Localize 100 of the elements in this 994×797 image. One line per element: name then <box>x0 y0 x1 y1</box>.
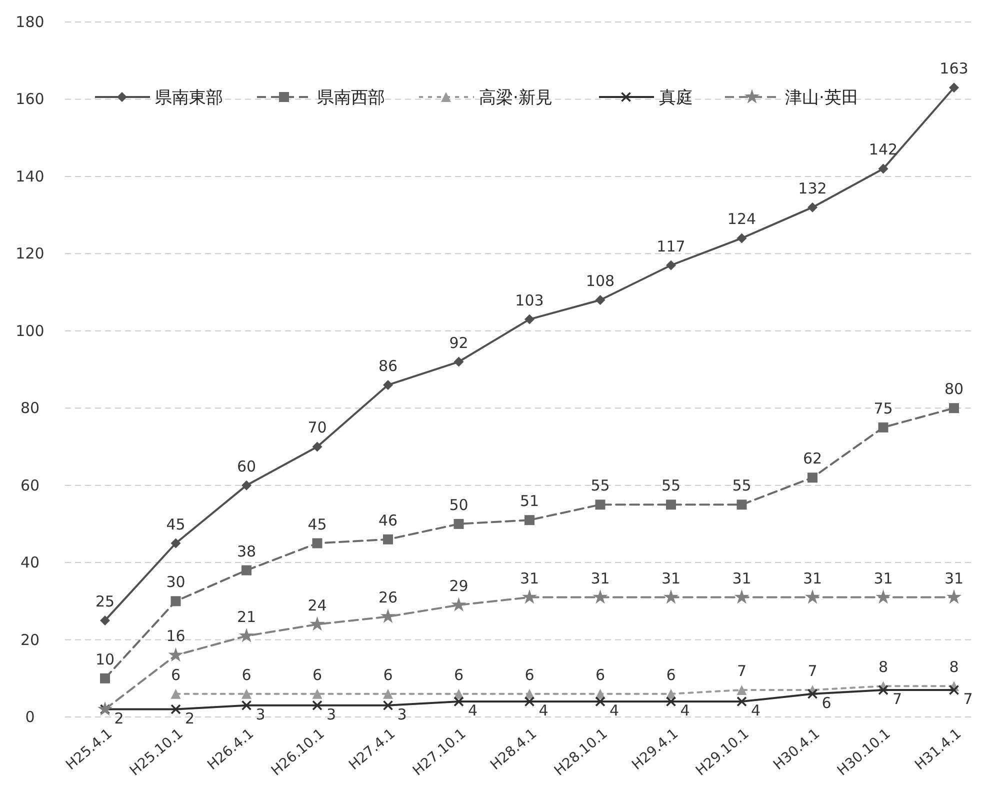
data-label: 30 <box>166 573 186 592</box>
point <box>666 260 676 270</box>
point <box>170 538 181 548</box>
point <box>949 685 959 695</box>
point <box>312 442 322 452</box>
point <box>238 628 254 642</box>
y-tick-label: 180 <box>16 13 44 31</box>
data-label: 103 <box>515 291 544 310</box>
data-label: 31 <box>944 569 964 588</box>
data-label: 3 <box>397 705 407 724</box>
point <box>663 589 679 604</box>
data-label: 7 <box>736 662 747 680</box>
data-label: 8 <box>949 658 959 676</box>
point <box>946 589 962 604</box>
y-tick-label: 20 <box>20 630 40 649</box>
data-label: 31 <box>520 569 540 588</box>
data-label: 6 <box>242 666 252 684</box>
data-label: 55 <box>732 476 752 495</box>
data-label: 7 <box>892 690 902 708</box>
data-label: 75 <box>874 399 893 418</box>
data-label: 6 <box>822 694 832 712</box>
point <box>734 589 750 604</box>
point <box>949 403 959 414</box>
point <box>524 314 534 324</box>
data-label: 4 <box>750 702 761 720</box>
y-tick-label: 160 <box>16 90 44 108</box>
point <box>949 82 959 93</box>
data-label: 6 <box>524 666 534 684</box>
data-label: 55 <box>590 476 610 495</box>
point <box>595 696 606 706</box>
point <box>592 589 608 604</box>
legend-label: 真庭 <box>659 88 693 108</box>
data-label: 31 <box>874 569 893 588</box>
legend-label: 県南東部 <box>155 88 223 108</box>
point <box>878 164 888 174</box>
point <box>310 616 325 631</box>
data-label: 6 <box>454 666 464 684</box>
data-label: 38 <box>236 542 256 560</box>
point <box>100 615 110 626</box>
data-label: 55 <box>661 476 681 495</box>
data-label: 142 <box>868 140 898 159</box>
point <box>595 500 606 510</box>
point <box>454 356 464 367</box>
data-label: 132 <box>798 179 827 198</box>
point <box>312 688 322 699</box>
point <box>666 696 676 706</box>
legend-label: 高梁·新見 <box>479 88 552 108</box>
data-label: 6 <box>312 666 322 684</box>
point <box>380 608 396 623</box>
point <box>383 534 393 544</box>
data-label: 45 <box>308 515 327 534</box>
data-label: 6 <box>170 666 181 684</box>
point <box>522 589 538 604</box>
data-label: 51 <box>520 492 540 510</box>
data-label: 25 <box>95 592 115 610</box>
point <box>97 701 113 716</box>
data-label: 2 <box>114 709 124 728</box>
point <box>736 500 747 510</box>
data-label: 3 <box>326 705 336 724</box>
point <box>451 597 466 612</box>
data-label: 3 <box>256 705 266 724</box>
data-label: 117 <box>656 237 686 256</box>
data-label: 6 <box>595 666 606 684</box>
data-label: 8 <box>878 658 888 676</box>
data-label: 4 <box>538 702 548 720</box>
point <box>170 688 181 699</box>
data-label: 10 <box>95 650 115 668</box>
point <box>383 380 393 390</box>
point <box>242 480 252 490</box>
point <box>312 700 322 710</box>
point <box>242 700 252 710</box>
data-label: 50 <box>449 496 468 514</box>
data-label: 80 <box>944 380 964 398</box>
data-label: 46 <box>378 511 398 530</box>
point <box>454 518 464 529</box>
point <box>666 500 676 510</box>
point <box>168 647 184 662</box>
point <box>170 596 181 606</box>
point <box>242 565 252 576</box>
point <box>383 688 393 699</box>
data-label: 4 <box>609 702 620 720</box>
point <box>100 673 110 684</box>
data-label: 62 <box>802 450 822 468</box>
point <box>876 589 891 604</box>
y-tick-label: 120 <box>16 244 44 263</box>
point <box>524 515 534 526</box>
data-label: 7 <box>808 662 818 680</box>
data-label: 31 <box>661 569 681 588</box>
data-label: 31 <box>732 569 752 588</box>
point <box>736 684 747 695</box>
data-label: 21 <box>236 608 256 626</box>
data-label: 108 <box>586 272 615 290</box>
point <box>878 422 888 432</box>
data-label: 24 <box>308 596 327 614</box>
data-label: 31 <box>590 569 610 588</box>
data-label: 92 <box>449 334 468 352</box>
y-tick-label: 140 <box>16 167 44 186</box>
point <box>736 696 747 706</box>
y-tick-label: 40 <box>20 554 40 572</box>
point <box>383 700 393 710</box>
